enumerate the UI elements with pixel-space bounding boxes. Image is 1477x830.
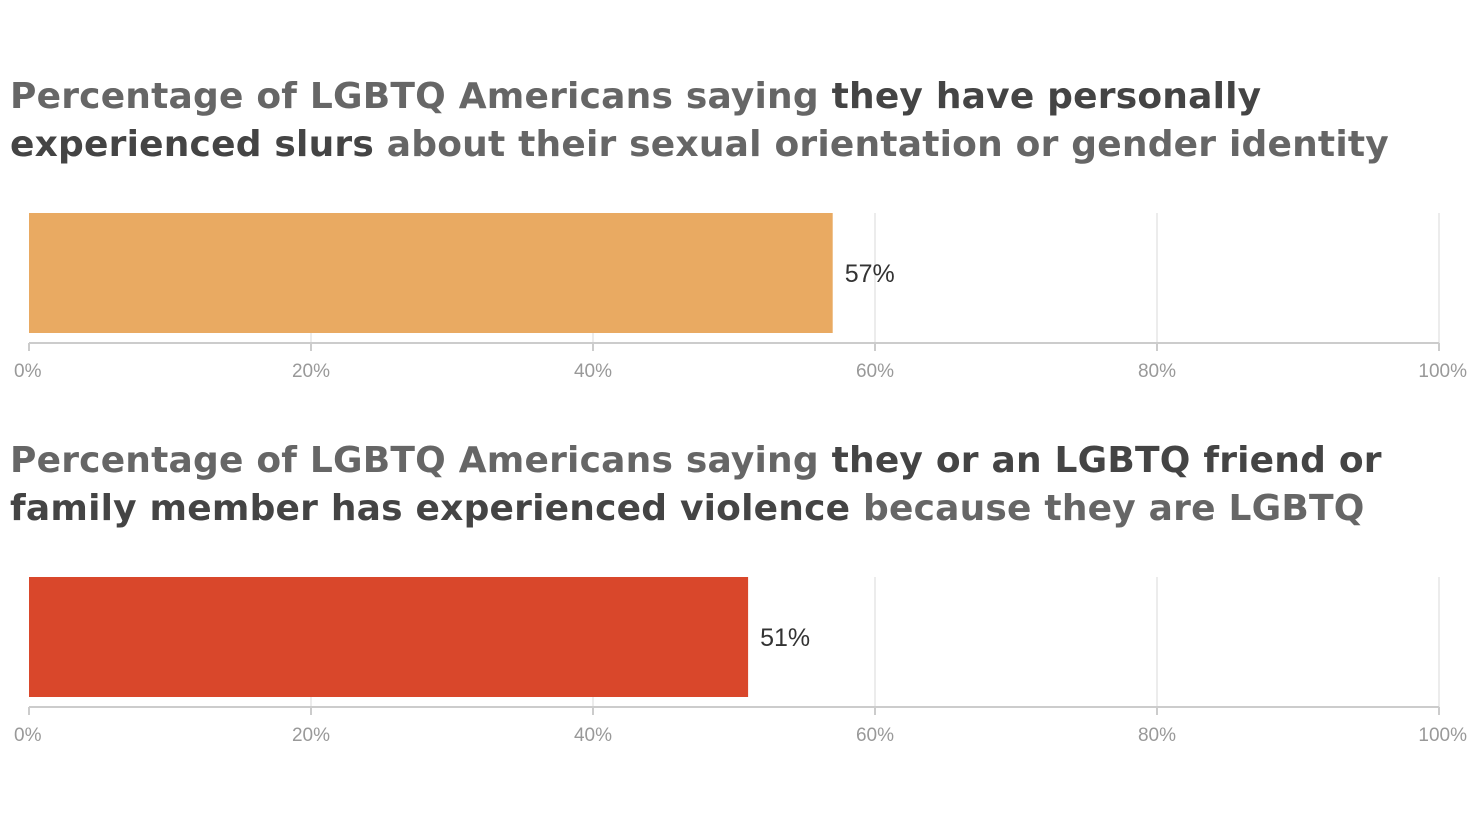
x-tick-label: 80% [1138,725,1176,746]
bar-value-label: 51% [760,624,810,652]
x-tick-label: 100% [1418,725,1467,746]
chart-1-title-part-1: Percentage of LGBTQ Americans saying [10,76,832,117]
chart-1-title: Percentage of LGBTQ Americans saying the… [10,73,1470,169]
chart-2-title-part-1: Percentage of LGBTQ Americans saying [10,440,832,481]
x-tick-label: 20% [292,361,330,382]
x-tick-label: 60% [856,361,894,382]
chart-2-title-part-2: they or an LGBTQ friend or family member… [10,440,1382,529]
bar-value-label: 57% [845,260,895,288]
bar [29,213,833,333]
x-tick-label: 40% [574,361,612,382]
chart-2-title: Percentage of LGBTQ Americans saying the… [10,437,1470,533]
x-tick-label: 60% [856,725,894,746]
x-tick-label: 0% [14,361,42,382]
chart-2: 51% 0% 20% 40% 60% 80% 100% [14,577,1467,746]
bar [29,577,749,697]
chart-1: 57% 0% 20% 40% 60% 80% 100% [14,213,1467,382]
chart-1-title-part-3: about their sexual orientation or gender… [374,124,1389,165]
chart-1-title-part-2: they have personally experienced slurs [10,76,1262,165]
x-tick-label: 0% [14,725,42,746]
x-tick-label: 20% [292,725,330,746]
chart-2-title-part-3: because they are LGBTQ [850,488,1365,529]
x-tick-label: 40% [574,725,612,746]
x-tick-label: 80% [1138,361,1176,382]
x-tick-label: 100% [1418,361,1467,382]
